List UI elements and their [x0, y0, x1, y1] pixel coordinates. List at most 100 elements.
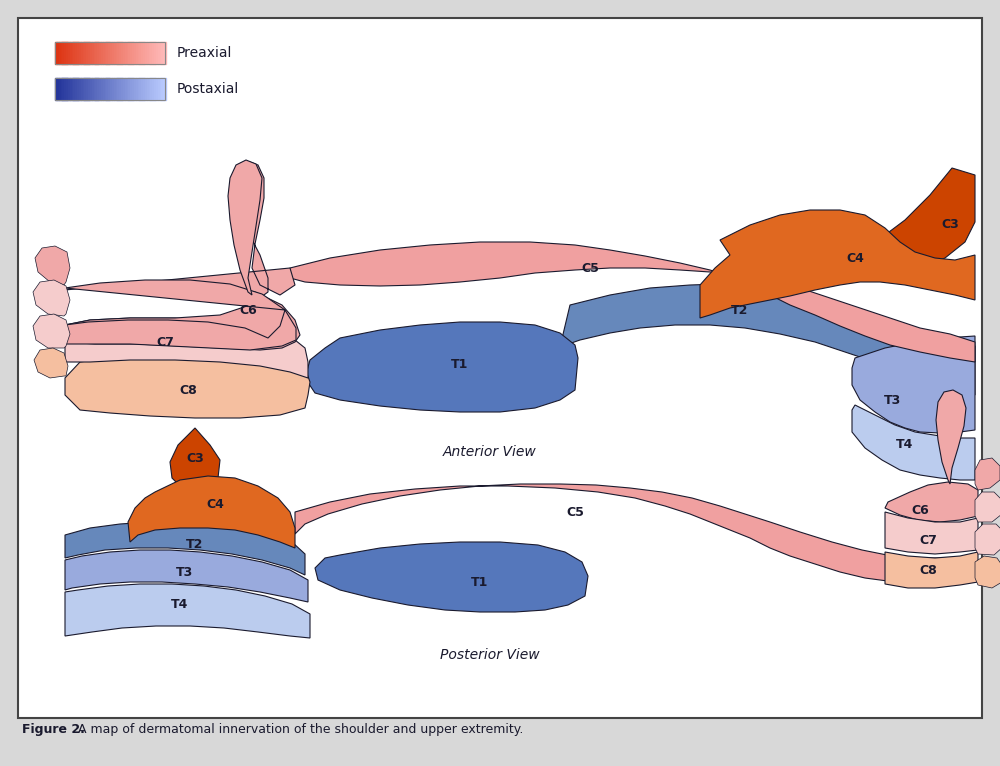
Bar	[112, 78, 114, 100]
Bar	[106, 78, 109, 100]
Bar	[66, 78, 68, 100]
Bar	[108, 42, 110, 64]
Text: Anterior View: Anterior View	[443, 445, 537, 459]
Bar	[160, 42, 162, 64]
Bar	[104, 42, 107, 64]
Bar	[95, 78, 98, 100]
Text: C7: C7	[156, 336, 174, 349]
Bar	[147, 42, 149, 64]
Bar	[112, 42, 114, 64]
Bar	[132, 42, 134, 64]
Bar	[64, 78, 66, 100]
Bar	[55, 42, 165, 64]
Bar	[148, 42, 151, 64]
Bar	[108, 78, 110, 100]
Text: C6: C6	[911, 503, 929, 516]
Bar	[130, 78, 133, 100]
Text: Posterior View: Posterior View	[440, 648, 540, 662]
Polygon shape	[315, 542, 588, 612]
Bar	[77, 78, 79, 100]
Bar	[130, 42, 133, 64]
Polygon shape	[936, 390, 966, 484]
Bar	[145, 42, 147, 64]
Polygon shape	[128, 476, 295, 548]
Bar	[77, 42, 79, 64]
Text: C3: C3	[941, 218, 959, 231]
Bar	[88, 78, 90, 100]
Bar	[110, 42, 112, 64]
Polygon shape	[700, 210, 975, 318]
Polygon shape	[870, 168, 975, 280]
Text: C5: C5	[566, 506, 584, 519]
Bar	[84, 42, 87, 64]
Bar	[97, 42, 99, 64]
Polygon shape	[852, 336, 975, 433]
Bar	[79, 42, 81, 64]
Bar	[161, 42, 164, 64]
Bar	[106, 42, 109, 64]
Bar	[82, 42, 85, 64]
Text: C7: C7	[919, 533, 937, 546]
Bar	[141, 42, 144, 64]
Polygon shape	[295, 484, 975, 584]
Polygon shape	[228, 160, 262, 295]
Polygon shape	[170, 428, 220, 492]
Bar	[59, 78, 61, 100]
Bar	[99, 78, 101, 100]
Bar	[141, 78, 144, 100]
Polygon shape	[305, 322, 578, 412]
Bar	[94, 78, 96, 100]
Text: C6: C6	[239, 303, 257, 316]
Bar	[158, 42, 160, 64]
Bar	[97, 78, 99, 100]
Polygon shape	[65, 280, 296, 350]
Bar	[126, 42, 129, 64]
Bar	[88, 42, 90, 64]
Bar	[99, 42, 101, 64]
Bar	[145, 78, 147, 100]
Polygon shape	[33, 280, 70, 316]
Bar	[81, 42, 83, 64]
Polygon shape	[65, 522, 305, 575]
Bar	[64, 42, 66, 64]
Bar	[55, 42, 57, 64]
Polygon shape	[34, 348, 68, 378]
Bar	[123, 42, 125, 64]
Bar	[119, 78, 122, 100]
Bar	[72, 78, 74, 100]
Text: Postaxial: Postaxial	[177, 82, 239, 96]
Bar	[90, 78, 92, 100]
Text: T4: T4	[171, 597, 189, 611]
Bar	[156, 78, 158, 100]
Bar	[150, 42, 153, 64]
Bar	[147, 78, 149, 100]
Bar	[62, 42, 65, 64]
Polygon shape	[975, 524, 1000, 555]
Bar	[68, 78, 70, 100]
Bar	[138, 78, 140, 100]
Polygon shape	[65, 162, 300, 350]
Bar	[101, 42, 103, 64]
Bar	[163, 42, 166, 64]
Bar	[114, 78, 116, 100]
Bar	[75, 42, 78, 64]
Bar	[160, 78, 162, 100]
Bar	[73, 42, 76, 64]
Bar	[138, 42, 140, 64]
Text: Figure 2.: Figure 2.	[22, 724, 85, 736]
Polygon shape	[65, 584, 310, 638]
Text: T4: T4	[896, 438, 914, 451]
Bar	[143, 42, 145, 64]
Polygon shape	[65, 318, 308, 378]
Polygon shape	[885, 482, 978, 522]
Polygon shape	[852, 405, 975, 480]
Polygon shape	[35, 246, 70, 285]
Bar	[134, 78, 136, 100]
Bar	[161, 78, 164, 100]
Polygon shape	[65, 356, 310, 418]
Text: C3: C3	[186, 451, 204, 464]
Bar	[92, 42, 94, 64]
Bar	[103, 78, 105, 100]
Bar	[152, 78, 155, 100]
Bar	[55, 78, 165, 100]
